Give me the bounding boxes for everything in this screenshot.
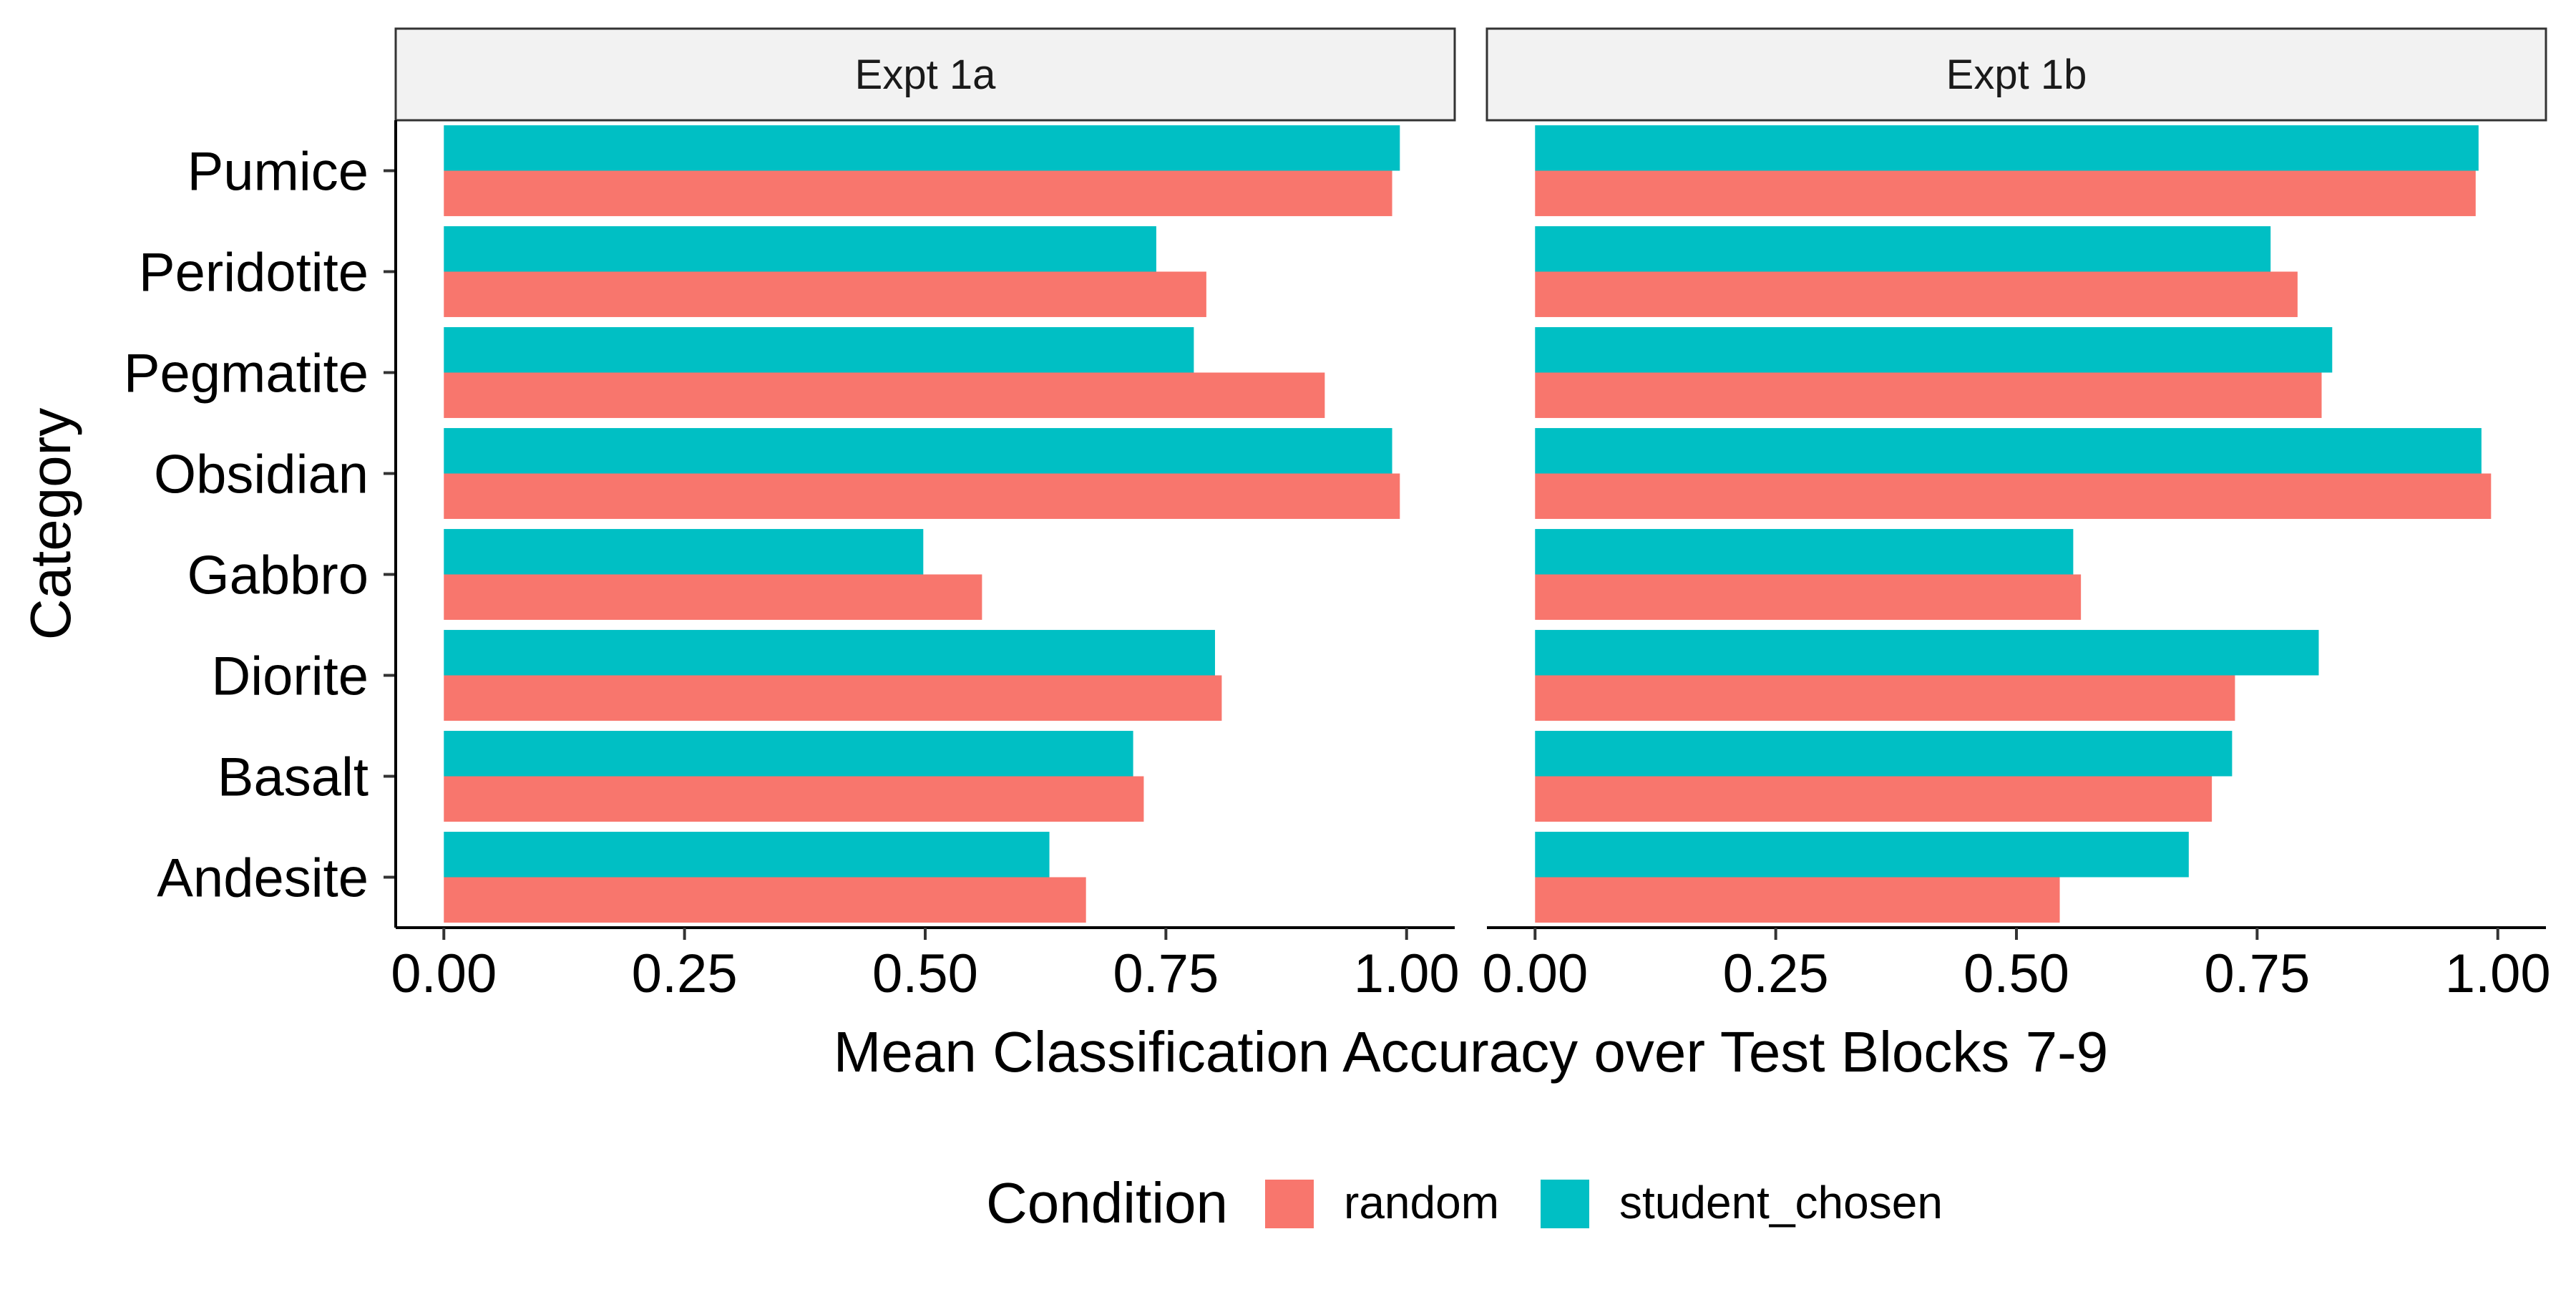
facet-title-expt-1a: Expt 1a <box>855 52 996 98</box>
bar-expt-1a-pumice-student-chosen <box>444 125 1400 171</box>
bar-expt-1b-obsidian-random <box>1535 473 2492 519</box>
category-label-gabbro: Gabbro <box>187 545 369 606</box>
category-label-pumice: Pumice <box>187 142 369 203</box>
x-tick-label-expt-1b-1: 0.25 <box>1723 943 1829 1004</box>
bar-expt-1b-gabbro-student-chosen <box>1535 529 2074 575</box>
bar-expt-1a-basalt-random <box>444 776 1144 822</box>
bar-expt-1b-peridotite-random <box>1535 271 2298 317</box>
bar-expt-1a-obsidian-student-chosen <box>444 428 1392 474</box>
bar-expt-1a-pegmatite-random <box>444 372 1325 418</box>
x-tick-label-expt-1a-4: 1.00 <box>1354 943 1460 1004</box>
x-tick-label-expt-1a-0: 0.00 <box>391 943 497 1004</box>
facet-title-expt-1b: Expt 1b <box>1946 52 2087 98</box>
category-label-obsidian: Obsidian <box>154 445 369 505</box>
x-axis-title: Mean Classification Accuracy over Test B… <box>834 1020 2108 1084</box>
bar-expt-1b-diorite-student-chosen <box>1535 630 2319 676</box>
bar-expt-1b-basalt-random <box>1535 776 2212 822</box>
bar-expt-1a-pumice-random <box>444 170 1392 216</box>
x-tick-label-expt-1b-4: 1.00 <box>2445 943 2551 1004</box>
x-tick-label-expt-1a-1: 0.25 <box>632 943 738 1004</box>
bar-expt-1a-peridotite-student-chosen <box>444 226 1156 272</box>
legend-title: Condition <box>986 1171 1228 1235</box>
y-axis-title: Category <box>19 408 82 641</box>
bar-expt-1a-peridotite-random <box>444 271 1206 317</box>
bar-expt-1a-gabbro-random <box>444 574 982 620</box>
bar-expt-1b-obsidian-student-chosen <box>1535 428 2482 474</box>
x-tick-label-expt-1b-2: 0.50 <box>1963 943 2069 1004</box>
bar-expt-1a-andesite-student-chosen <box>444 832 1050 878</box>
bar-expt-1a-diorite-student-chosen <box>444 630 1215 676</box>
legend-label-random: random <box>1344 1177 1499 1228</box>
x-tick-label-expt-1a-3: 0.75 <box>1113 943 1219 1004</box>
category-label-peridotite: Peridotite <box>139 243 369 303</box>
legend-key-random <box>1265 1180 1314 1228</box>
category-label-pegmatite: Pegmatite <box>124 344 369 404</box>
bar-expt-1b-andesite-student-chosen <box>1535 832 2189 878</box>
bar-expt-1b-pegmatite-random <box>1535 372 2322 418</box>
bar-expt-1b-pegmatite-student-chosen <box>1535 327 2333 373</box>
bar-expt-1b-basalt-student-chosen <box>1535 731 2233 777</box>
facet-strip-expt-1a <box>394 27 1456 122</box>
bar-expt-1b-pumice-random <box>1535 170 2476 216</box>
category-label-andesite: Andesite <box>157 848 369 909</box>
x-tick-label-expt-1b-3: 0.75 <box>2204 943 2310 1004</box>
category-label-diorite: Diorite <box>211 646 369 707</box>
bar-expt-1b-pumice-student-chosen <box>1535 125 2479 171</box>
bar-expt-1b-gabbro-random <box>1535 574 2082 620</box>
bar-expt-1a-pegmatite-student-chosen <box>444 327 1194 373</box>
bar-expt-1a-basalt-student-chosen <box>444 731 1133 777</box>
bar-expt-1b-diorite-random <box>1535 675 2235 721</box>
x-tick-label-expt-1b-0: 0.00 <box>1482 943 1588 1004</box>
facet-strip-expt-1b <box>1485 27 2547 122</box>
bar-expt-1b-peridotite-student-chosen <box>1535 226 2271 272</box>
bar-expt-1a-andesite-random <box>444 877 1086 923</box>
x-tick-label-expt-1a-2: 0.50 <box>872 943 978 1004</box>
bar-expt-1a-diorite-random <box>444 675 1222 721</box>
legend-key-student-chosen <box>1541 1180 1589 1228</box>
category-label-basalt: Basalt <box>218 747 369 808</box>
legend-label-student-chosen: student_chosen <box>1619 1177 1943 1228</box>
bar-expt-1b-andesite-random <box>1535 877 2060 923</box>
bar-expt-1a-gabbro-student-chosen <box>444 529 924 575</box>
bar-expt-1a-obsidian-random <box>444 473 1400 519</box>
